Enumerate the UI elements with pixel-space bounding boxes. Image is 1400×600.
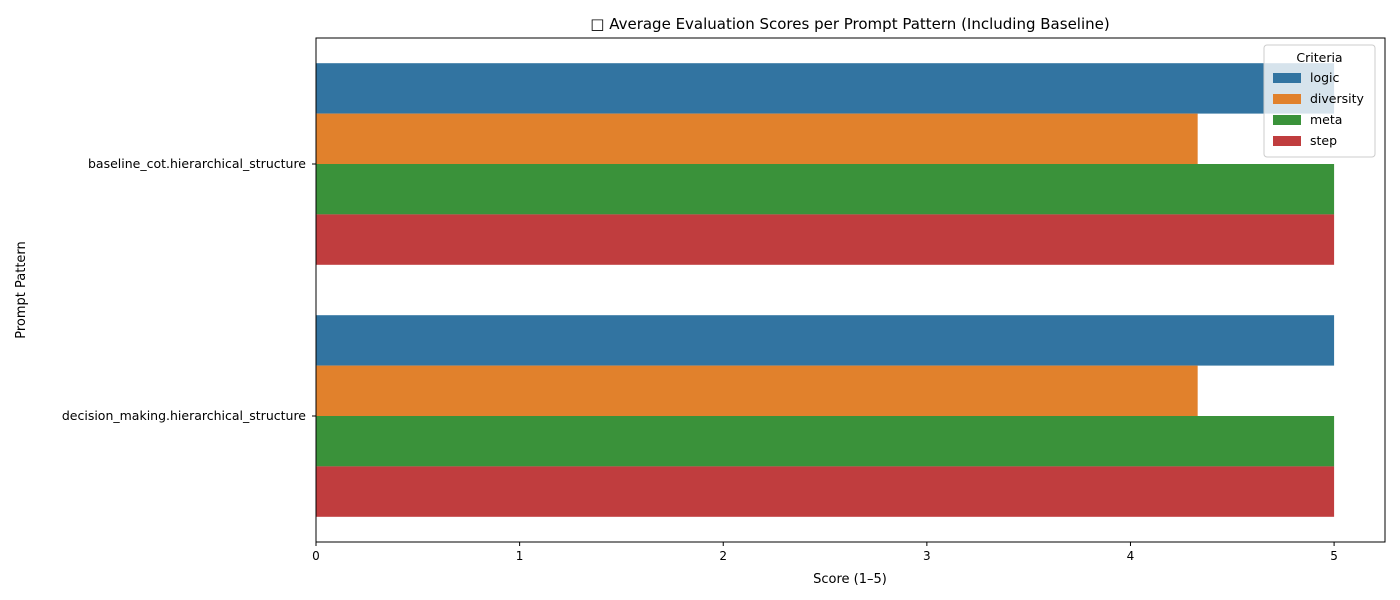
- x-tick-label: 3: [923, 549, 931, 563]
- legend-label-meta: meta: [1310, 112, 1342, 127]
- bar-step-0: [316, 214, 1335, 265]
- x-tick-label: 1: [516, 549, 524, 563]
- legend: Criteria logic diversity meta step: [1263, 44, 1376, 158]
- y-axis-label: Prompt Pattern: [14, 241, 29, 339]
- x-tick-label: 2: [719, 549, 727, 563]
- y-tick-label: decision_making.hierarchical_structure: [62, 408, 306, 423]
- bar-logic-0: [316, 63, 1335, 114]
- x-axis: 0 1 2 3 4 5: [312, 542, 1338, 563]
- bar-meta-1: [316, 416, 1335, 467]
- x-tick-label: 5: [1330, 549, 1338, 563]
- x-tick-label: 0: [312, 549, 320, 563]
- legend-label-step: step: [1310, 133, 1337, 148]
- bar-diversity-1: [316, 365, 1198, 416]
- bar-diversity-0: [316, 113, 1198, 164]
- legend-swatch-step: [1273, 136, 1301, 146]
- x-tick-label: 4: [1127, 549, 1135, 563]
- bar-meta-0: [316, 164, 1335, 215]
- legend-swatch-logic: [1273, 73, 1301, 83]
- legend-title: Criteria: [1296, 50, 1342, 65]
- bar-logic-1: [316, 315, 1335, 366]
- legend-label-logic: logic: [1310, 70, 1340, 85]
- legend-swatch-meta: [1273, 115, 1301, 125]
- y-axis: baseline_cot.hierarchical_structuredecis…: [62, 156, 316, 423]
- plot-frame: [315, 37, 1386, 543]
- chart-title: □ Average Evaluation Scores per Prompt P…: [590, 15, 1109, 33]
- bars-layer: [316, 63, 1335, 517]
- bar-step-1: [316, 466, 1335, 517]
- legend-label-diversity: diversity: [1310, 91, 1365, 106]
- y-tick-label: baseline_cot.hierarchical_structure: [88, 156, 306, 171]
- x-axis-label: Score (1–5): [813, 572, 887, 587]
- legend-swatch-diversity: [1273, 94, 1301, 104]
